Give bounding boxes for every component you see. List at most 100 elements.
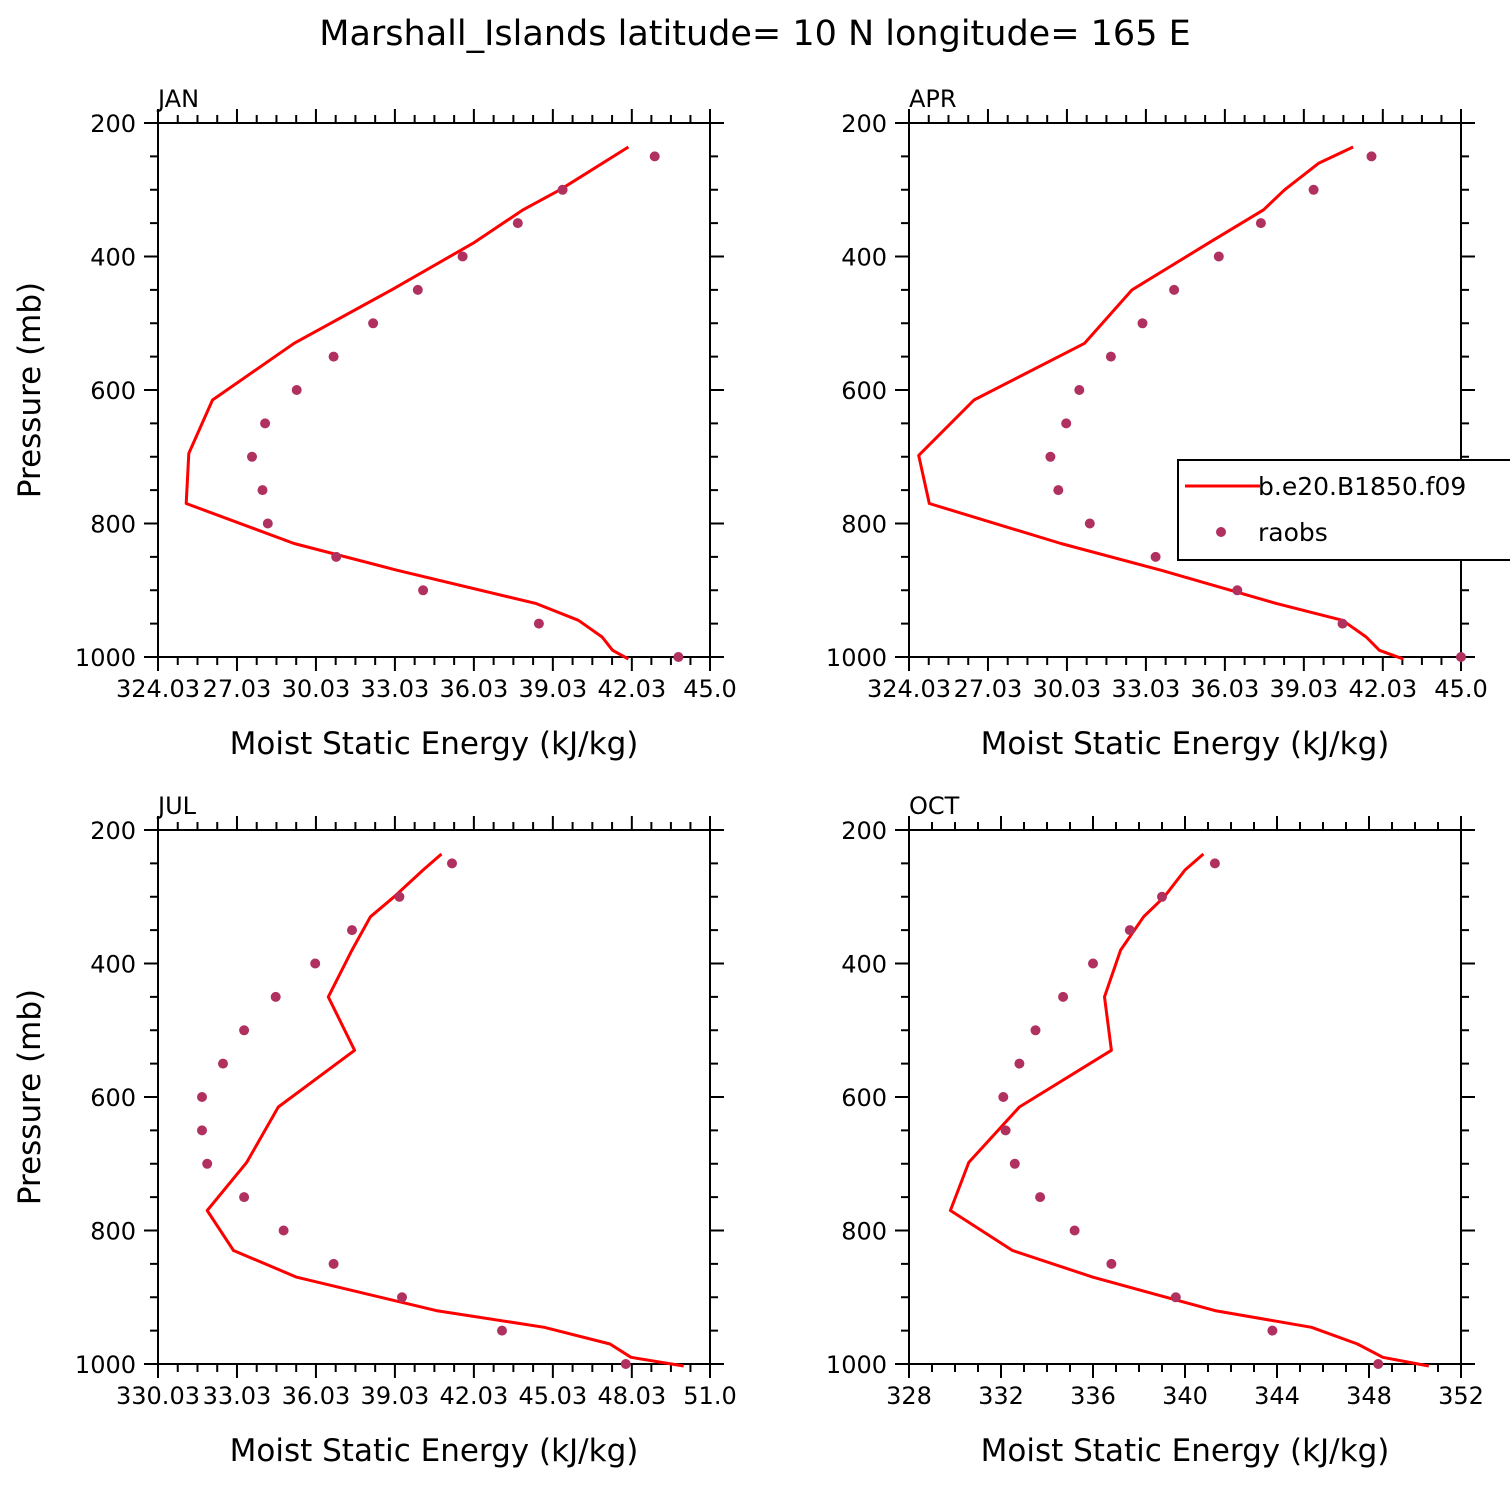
panel-label: JUL [156,792,197,820]
legend: b.e20.B1850.f09 raobs [1177,459,1510,561]
obs-point [412,284,423,295]
y-tick-label: 1000 [75,644,136,672]
obs-point [1267,1325,1278,1336]
x-tick-label: 348 [1346,1382,1392,1410]
legend-box [1177,459,1510,561]
obs-point [1009,1158,1020,1169]
y-tick-label: 400 [90,951,136,979]
obs-point [533,618,544,629]
y-axis-label: Pressure (mb) [12,989,48,1205]
plot-frame [157,122,711,658]
x-tick-label: 30.03 [282,675,351,703]
x-tick-label: 344 [1254,1382,1300,1410]
obs-point [1088,958,1098,969]
y-tick-label: 200 [841,110,887,138]
panel-label: OCT [909,792,960,820]
obs-point [1061,418,1072,429]
legend-model-label: b.e20.B1850.f09 [1258,472,1466,501]
obs-point [218,1058,228,1069]
obs-point [497,1325,507,1336]
obs-point [1337,618,1348,629]
obs-point [291,385,302,395]
obs-point [1170,1292,1181,1303]
y-axis-label: Pressure (mb) [12,282,48,498]
obs-point [1014,1058,1025,1069]
x-tick-label: 336 [1070,1382,1116,1410]
y-tick-label: 1000 [75,1351,136,1379]
obs-point [1074,385,1085,395]
x-tick-label: 324.03 [116,675,200,703]
x-tick-label: 45.03 [518,1382,587,1410]
obs-point [328,1258,339,1269]
panel-jan: JAN 200 400 600 800 1000 324.03 27.03 30.03 33.03… [12,85,737,762]
obs-point [1213,251,1224,262]
obs-point [1232,585,1243,596]
y-tick-label: 600 [841,1084,887,1112]
obs-point [1366,151,1377,162]
x-tick-label: 27.03 [203,675,272,703]
obs-point [368,318,379,329]
y-tick-label: 1000 [826,1351,887,1379]
obs-point [1157,891,1167,902]
x-tick-label: 328 [886,1382,932,1410]
y-tick-label: 600 [90,1084,136,1112]
obs-point [457,251,468,262]
obs-point [1069,1225,1080,1236]
x-tick-label: 352 [1438,1382,1484,1410]
y-tick-label: 200 [841,817,887,845]
y-tick-label: 600 [90,377,136,405]
obs-point [239,1025,250,1036]
obs-point [262,518,273,529]
x-tick-label: 36.03 [1191,675,1260,703]
obs-point [1000,1125,1011,1136]
x-axis-label: Moist Static Energy (kJ/kg) [981,726,1390,762]
y-tick-label: 800 [841,511,887,539]
x-tick-label: 36.03 [282,1382,351,1410]
obs-point [394,891,405,902]
x-tick-label: 42.03 [597,675,666,703]
x-tick-label: 42.03 [440,1382,509,1410]
obs-point [673,652,684,662]
obs-point [620,1359,631,1369]
obs-point [512,218,523,229]
obs-point [1137,318,1148,329]
obs-point [257,485,268,496]
panel-label: JAN [156,85,199,113]
obs-point [197,1125,207,1136]
obs-point [260,418,271,429]
plot-frame [157,829,711,1365]
x-tick-label: 48.03 [597,1382,666,1410]
y-tick-label: 600 [841,377,887,405]
obs-point [310,958,321,969]
model-line [184,145,630,661]
obs-point [1106,1258,1117,1269]
model-line [948,852,1430,1368]
legend-obs-swatch [1216,527,1226,537]
obs-point [397,1292,407,1303]
obs-point [1030,1025,1041,1036]
x-axis-label: Moist Static Energy (kJ/kg) [230,726,639,762]
obs-point [1209,858,1220,869]
model-line [917,145,1404,661]
plot-frame [908,829,1462,1365]
obs-point [447,858,457,869]
panel-jul: JUL 200 400 600 800 1000 330.03 33.03 36.03 39.03… [12,792,737,1469]
x-tick-label: 30.03 [1033,675,1102,703]
obs-point [649,151,660,162]
x-tick-label: 324.03 [867,675,951,703]
x-tick-label: 39.03 [361,1382,430,1410]
model-line [205,852,684,1368]
y-tick-label: 400 [90,244,136,272]
y-tick-label: 200 [90,817,136,845]
y-tick-label: 200 [90,110,136,138]
obs-point [1373,1359,1384,1369]
x-axis-label: Moist Static Energy (kJ/kg) [230,1433,639,1469]
x-tick-label: 42.03 [1348,675,1417,703]
x-tick-label: 45.0 [683,675,736,703]
x-tick-label: 330.03 [116,1382,200,1410]
obs-point [1308,184,1319,195]
legend-obs-label: raobs [1258,518,1328,547]
x-tick-label: 33.03 [203,1382,272,1410]
